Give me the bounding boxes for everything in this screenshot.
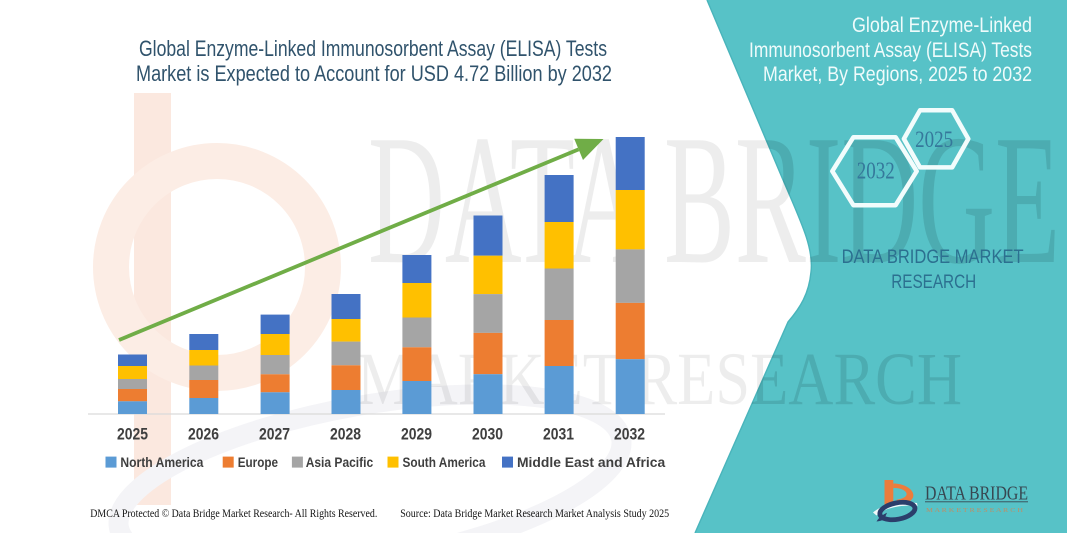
svg-text:North America: North America xyxy=(120,454,203,470)
svg-text:Global Enzyme-Linked: Global Enzyme-Linked xyxy=(852,14,1032,37)
svg-text:2028: 2028 xyxy=(330,426,361,444)
svg-text:2032: 2032 xyxy=(614,426,645,444)
svg-text:2025: 2025 xyxy=(915,127,953,152)
svg-text:MARKET RESEARCH: MARKET RESEARCH xyxy=(357,338,962,421)
svg-text:RESEARCH: RESEARCH xyxy=(891,271,976,293)
svg-text:South America: South America xyxy=(403,454,486,470)
svg-text:2029: 2029 xyxy=(401,426,432,444)
svg-text:2026: 2026 xyxy=(188,426,219,444)
svg-text:2027: 2027 xyxy=(259,426,290,444)
svg-text:Market is Expected to Account: Market is Expected to Account for USD 4.… xyxy=(136,61,612,86)
svg-text:Source: Data Bridge Market Res: Source: Data Bridge Market Research Mark… xyxy=(400,508,669,520)
svg-text:2032: 2032 xyxy=(857,159,895,185)
svg-text:Global Enzyme-Linked Immunosor: Global Enzyme-Linked Immunosorbent Assay… xyxy=(139,36,607,61)
svg-text:Market, By Regions, 2025 to 20: Market, By Regions, 2025 to 2032 xyxy=(763,63,1032,86)
svg-text:2030: 2030 xyxy=(472,426,503,444)
svg-text:2031: 2031 xyxy=(543,426,574,444)
svg-text:DATA BRIDGE MARKET: DATA BRIDGE MARKET xyxy=(842,246,1024,268)
svg-text:Europe: Europe xyxy=(238,454,278,470)
svg-text:Asia Pacific: Asia Pacific xyxy=(306,454,374,470)
svg-text:2025: 2025 xyxy=(117,426,148,444)
svg-text:DMCA Protected © Data Bridge M: DMCA Protected © Data Bridge Market Rese… xyxy=(90,508,377,520)
svg-text:Immunosorbent Assay (ELISA) Te: Immunosorbent Assay (ELISA) Tests xyxy=(749,39,1032,62)
svg-text:M A R K E T R E S E A R C H: M A R K E T R E S E A R C H xyxy=(926,508,1024,514)
svg-text:DATA BRIDGE: DATA BRIDGE xyxy=(925,483,1028,505)
svg-text:Middle East and Africa: Middle East and Africa xyxy=(517,454,665,470)
